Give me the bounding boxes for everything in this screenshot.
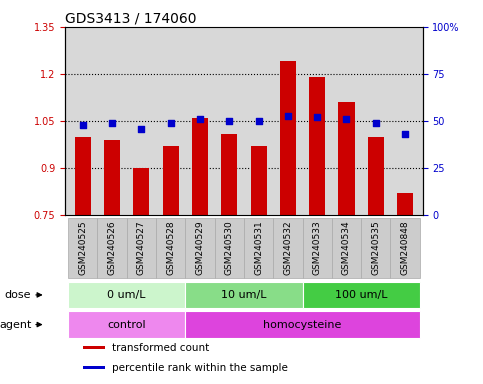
Bar xyxy=(68,281,185,308)
Bar xyxy=(221,134,237,215)
Bar xyxy=(75,137,91,215)
Text: GSM240532: GSM240532 xyxy=(284,221,292,275)
Bar xyxy=(302,281,420,308)
Text: GSM240525: GSM240525 xyxy=(78,221,87,275)
Text: 100 um/L: 100 um/L xyxy=(335,290,387,300)
Text: GSM240848: GSM240848 xyxy=(400,221,410,275)
Bar xyxy=(251,146,267,215)
Bar xyxy=(192,118,208,215)
Point xyxy=(138,126,145,132)
Text: GSM240534: GSM240534 xyxy=(342,221,351,275)
Text: agent: agent xyxy=(0,319,31,329)
Bar xyxy=(302,218,332,278)
Bar xyxy=(133,168,149,215)
Text: GSM240528: GSM240528 xyxy=(166,221,175,275)
Bar xyxy=(83,366,104,369)
Text: dose: dose xyxy=(5,290,31,300)
Point xyxy=(372,120,380,126)
Point xyxy=(196,116,204,122)
Text: GSM240531: GSM240531 xyxy=(254,221,263,275)
Bar xyxy=(280,61,296,215)
Bar xyxy=(104,140,120,215)
Point xyxy=(108,120,116,126)
Point xyxy=(167,120,174,126)
Text: transformed count: transformed count xyxy=(112,343,209,353)
Point xyxy=(342,116,350,122)
Bar xyxy=(397,194,413,215)
Bar xyxy=(339,102,355,215)
Bar xyxy=(185,281,302,308)
Point xyxy=(255,118,262,124)
Text: percentile rank within the sample: percentile rank within the sample xyxy=(112,362,287,372)
Bar xyxy=(368,137,384,215)
Text: GSM240533: GSM240533 xyxy=(313,221,322,275)
Bar xyxy=(244,218,273,278)
Text: GSM240530: GSM240530 xyxy=(225,221,234,275)
Text: 0 um/L: 0 um/L xyxy=(108,290,146,300)
Point xyxy=(401,131,409,137)
Bar xyxy=(68,311,185,338)
Bar xyxy=(361,218,390,278)
Bar xyxy=(83,346,104,349)
Text: GDS3413 / 174060: GDS3413 / 174060 xyxy=(65,12,197,26)
Bar xyxy=(127,218,156,278)
Bar xyxy=(273,218,302,278)
Text: GSM240529: GSM240529 xyxy=(196,221,204,275)
Text: GSM240526: GSM240526 xyxy=(108,221,116,275)
Point xyxy=(79,122,86,128)
Text: control: control xyxy=(107,319,146,329)
Bar xyxy=(185,218,214,278)
Text: GSM240535: GSM240535 xyxy=(371,221,380,275)
Bar xyxy=(98,218,127,278)
Text: 10 um/L: 10 um/L xyxy=(221,290,267,300)
Bar xyxy=(214,218,244,278)
Bar xyxy=(309,77,325,215)
Point xyxy=(313,114,321,121)
Bar xyxy=(332,218,361,278)
Point xyxy=(284,113,292,119)
Bar xyxy=(185,311,420,338)
Bar xyxy=(68,218,98,278)
Text: homocysteine: homocysteine xyxy=(263,319,341,329)
Bar xyxy=(156,218,185,278)
Text: GSM240527: GSM240527 xyxy=(137,221,146,275)
Bar xyxy=(390,218,420,278)
Bar xyxy=(163,146,179,215)
Point xyxy=(226,118,233,124)
